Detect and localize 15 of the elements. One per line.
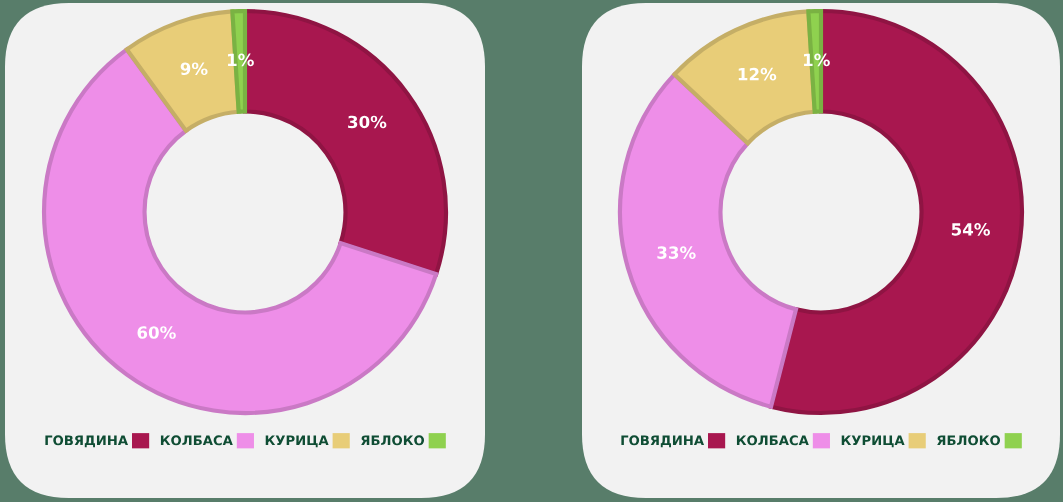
data-label: 30%: [348, 115, 387, 129]
legend-label: КУРИЦА: [265, 435, 329, 448]
legend-label: ЯБЛОКО: [937, 435, 1001, 446]
data-label: 33%: [657, 246, 696, 259]
data-label: 60%: [137, 326, 176, 339]
data-label: 54%: [951, 223, 990, 236]
legend-label: КУРИЦА: [841, 435, 905, 448]
legend-label: ЯБЛОКО: [361, 435, 425, 446]
legend-label: КОЛБАСА: [736, 435, 809, 446]
legend-label: КОЛБАСА: [160, 435, 233, 446]
donut-slice: [41, 47, 439, 416]
legend-label: ГОВЯДИНА: [621, 435, 704, 448]
data-label: 12%: [738, 67, 777, 81]
legend-label: ГОВЯДИНА: [45, 435, 128, 448]
data-label: 9%: [180, 62, 208, 76]
